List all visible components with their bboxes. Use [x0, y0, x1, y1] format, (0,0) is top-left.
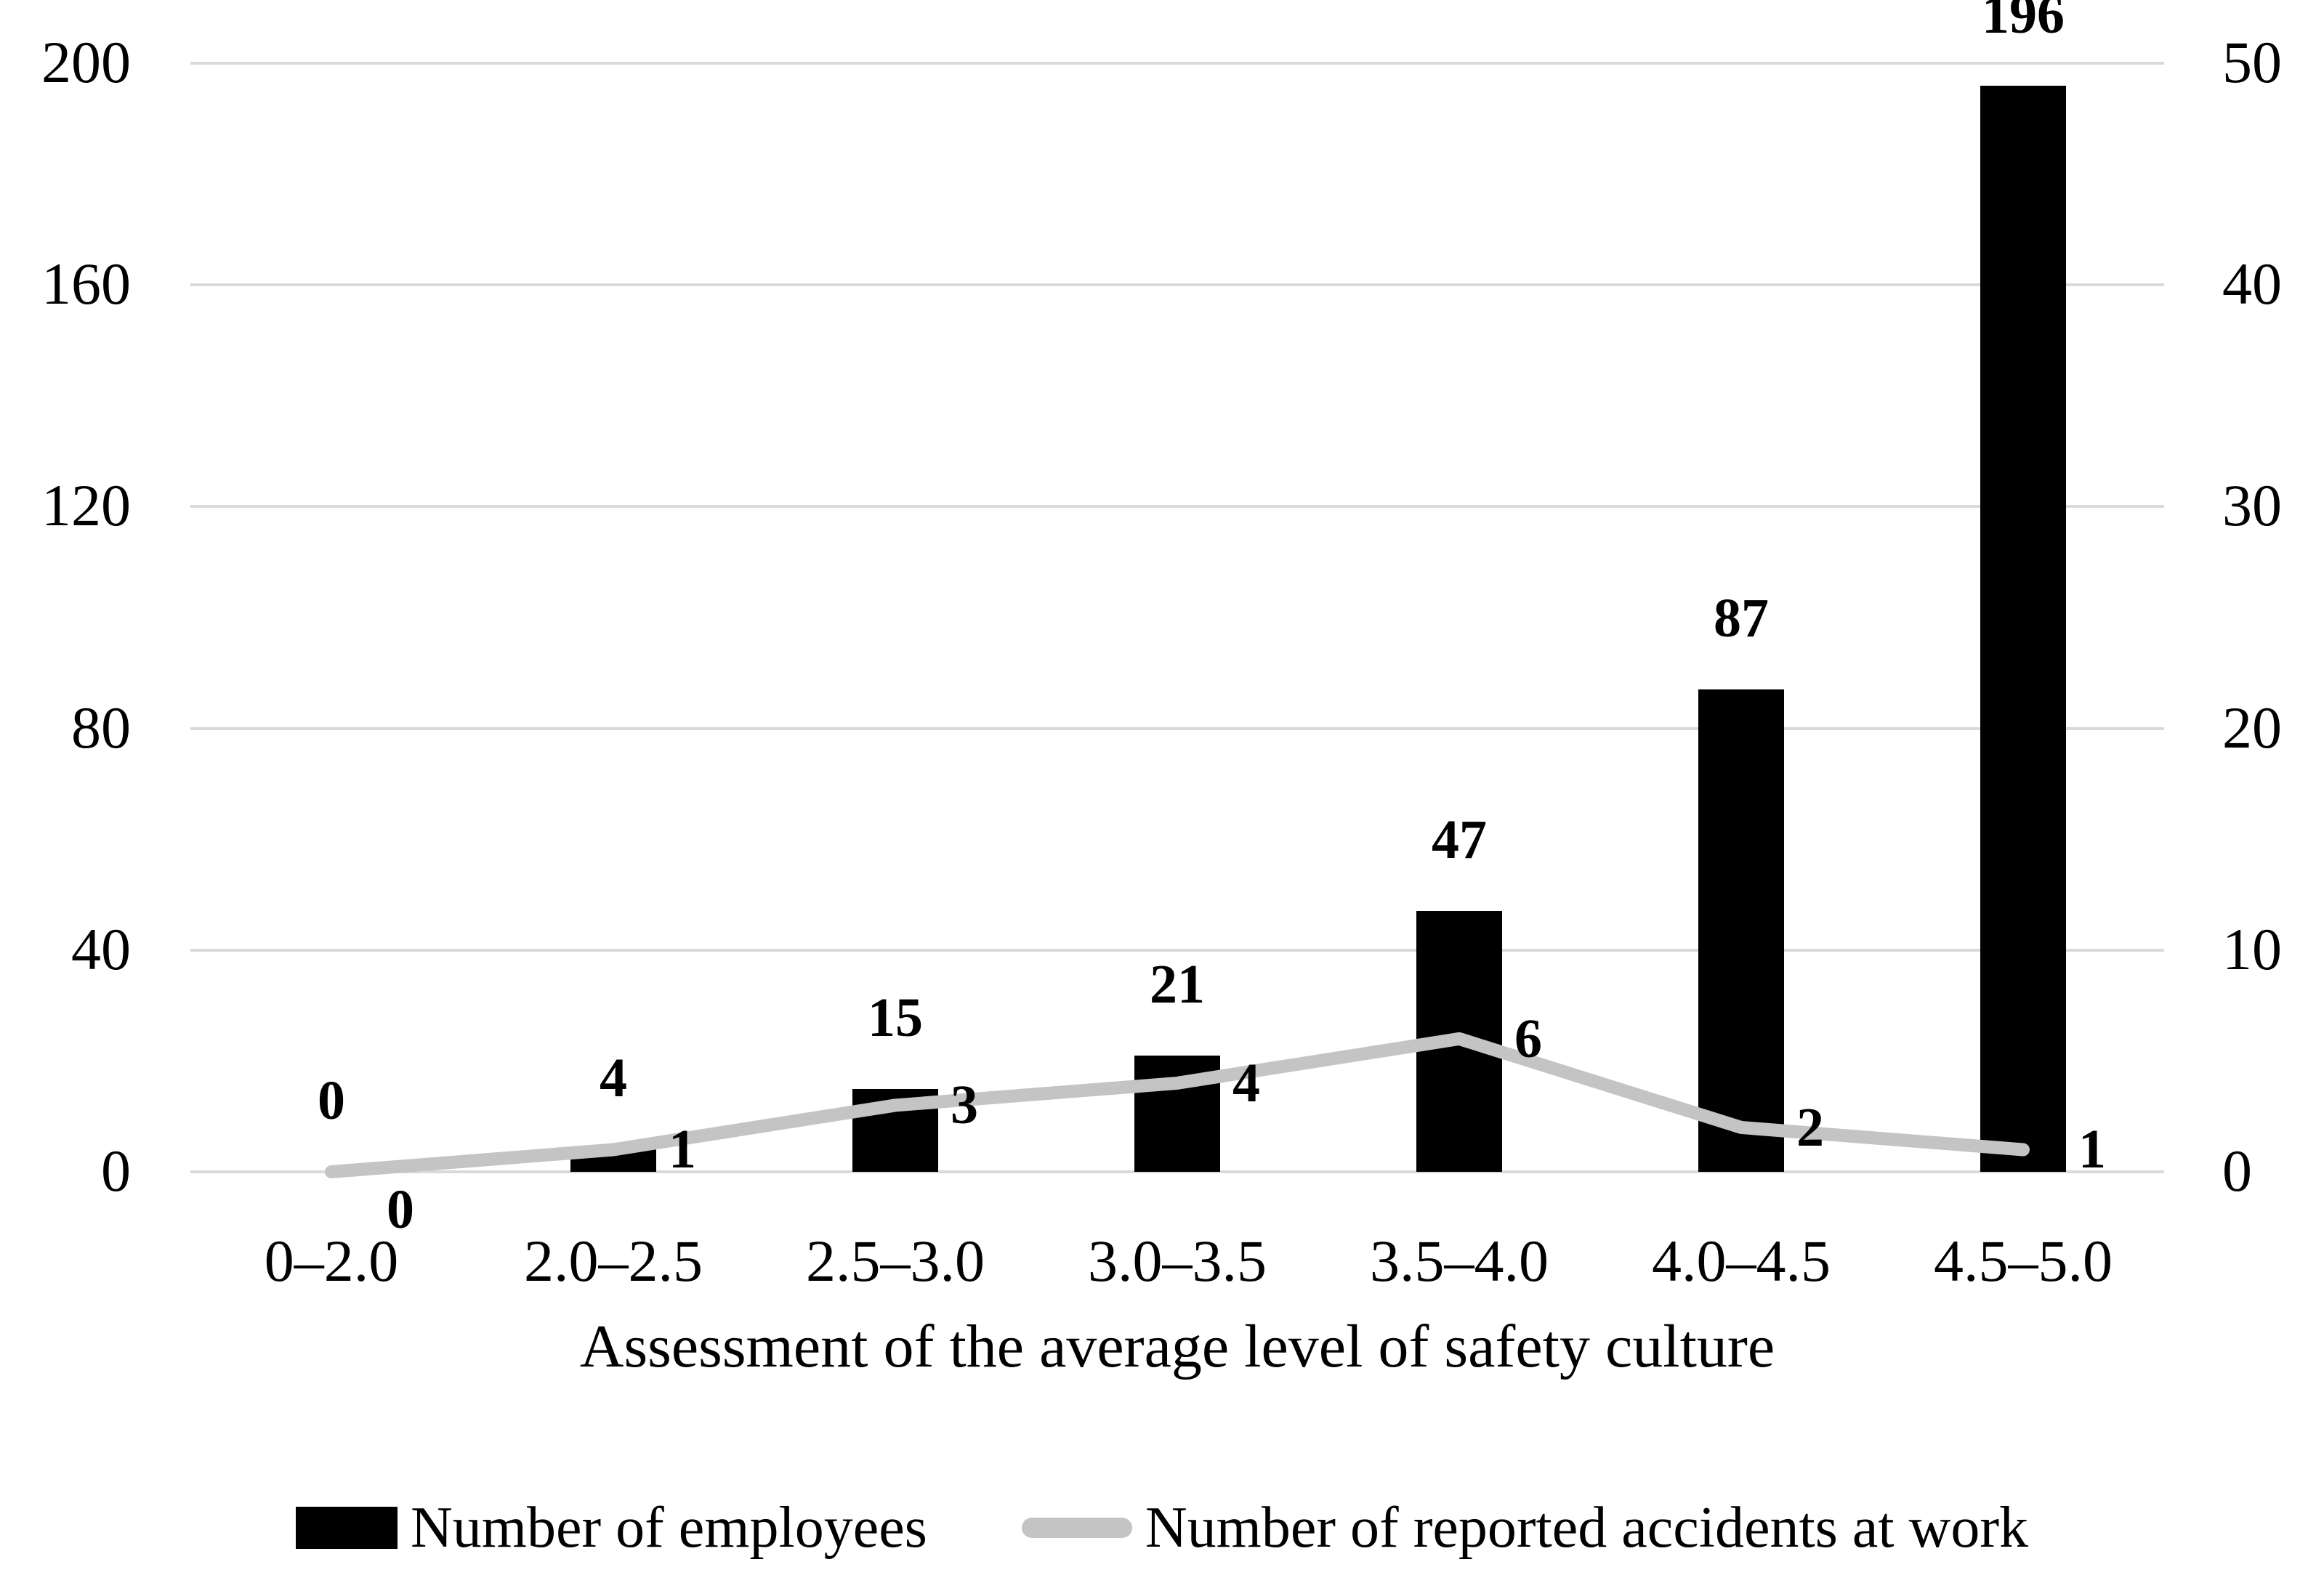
bar [570, 1149, 656, 1172]
bar-value-label: 47 [1432, 809, 1487, 870]
legend-label-accidents: Number of reported accidents at work [1145, 1496, 2028, 1560]
bar-value-label: 0 [318, 1070, 345, 1131]
right-axis-tick: 10 [2222, 916, 2282, 982]
x-axis-category-label: 3.5–4.0 [1370, 1228, 1549, 1294]
bar-value-label: 4 [600, 1048, 627, 1109]
left-axis-tick: 160 [41, 251, 131, 317]
legend-item-employees: Number of employees [296, 1499, 927, 1557]
x-axis-title: Assessment of the average level of safet… [579, 1313, 1775, 1380]
x-axis-category-label: 4.0–4.5 [1652, 1228, 1831, 1294]
left-axis-tick: 80 [71, 695, 131, 761]
gridline [190, 62, 2164, 65]
x-axis-category-label: 2.5–3.0 [806, 1228, 985, 1294]
right-axis-tick: 30 [2222, 472, 2282, 538]
bar-series-swatch [296, 1507, 398, 1549]
bar-value-label: 21 [1150, 954, 1205, 1015]
bar [852, 1089, 938, 1172]
right-axis-tick: 20 [2222, 695, 2282, 761]
bar [1134, 1056, 1220, 1172]
line-value-label: 6 [1514, 1008, 1542, 1069]
line-value-label: 1 [669, 1119, 696, 1180]
gridline [190, 727, 2164, 730]
bar [1416, 911, 1502, 1172]
x-axis-category-label: 3.0–3.5 [1088, 1228, 1267, 1294]
line-value-label: 2 [1796, 1097, 1824, 1158]
line-series-swatch [1021, 1518, 1132, 1538]
legend-label-employees: Number of employees [411, 1496, 927, 1560]
right-axis-tick: 0 [2222, 1138, 2252, 1204]
right-axis-tick: 40 [2222, 251, 2282, 317]
line-value-label: 1 [2078, 1119, 2106, 1180]
line-value-label: 3 [951, 1074, 978, 1135]
legend-item-accidents: Number of reported accidents at work [1021, 1496, 2028, 1560]
left-axis-tick: 40 [71, 916, 131, 982]
left-axis-tick: 0 [101, 1138, 131, 1204]
left-axis-tick: 200 [41, 29, 131, 95]
legend: Number of employees Number of reported a… [0, 1488, 2324, 1568]
bar [1698, 689, 1784, 1172]
line-value-label: 0 [387, 1179, 414, 1240]
gridline [190, 949, 2164, 952]
gridline [190, 283, 2164, 286]
bar [1980, 86, 2066, 1172]
x-axis-category-label: 4.5–5.0 [1934, 1228, 2113, 1294]
x-axis-category-label: 2.0–2.5 [524, 1228, 703, 1294]
right-axis-tick: 50 [2222, 29, 2282, 95]
x-axis-category-label: 0–2.0 [264, 1228, 399, 1294]
line-value-label: 4 [1232, 1053, 1260, 1114]
left-axis-tick: 120 [41, 472, 131, 538]
bar-value-label: 196 [1982, 0, 2065, 45]
bar-value-label: 87 [1714, 588, 1769, 649]
gridline [190, 505, 2164, 508]
bar-value-label: 15 [868, 987, 923, 1048]
